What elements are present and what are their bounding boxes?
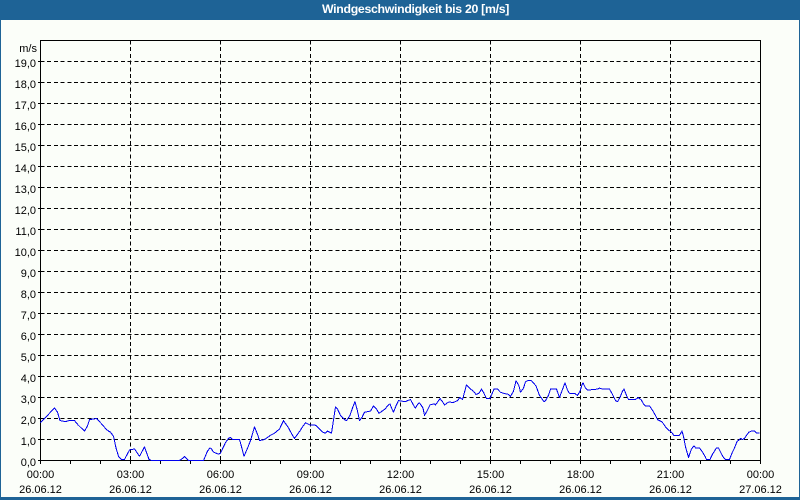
x-axis-date-label: 26.06.12 xyxy=(469,484,512,496)
y-axis-label: 10,0 xyxy=(15,247,36,259)
y-axis-label: 18,0 xyxy=(15,79,36,91)
y-axis-label: 5,0 xyxy=(21,352,36,364)
x-axis-time-label: 21:00 xyxy=(657,469,685,481)
title-bar: Windgeschwindigkeit bis 20 [m/s] xyxy=(0,0,800,20)
x-axis-time-label: 00:00 xyxy=(747,469,775,481)
x-axis-date-label: 26.06.12 xyxy=(559,484,602,496)
chart-title: Windgeschwindigkeit bis 20 [m/s] xyxy=(321,2,510,16)
y-axis-label: 7,0 xyxy=(21,310,36,322)
y-axis-label: 16,0 xyxy=(15,121,36,133)
y-axis-label: 14,0 xyxy=(15,163,36,175)
y-axis-label: 17,0 xyxy=(15,100,36,112)
series-layer xyxy=(40,380,760,461)
x-axis-time-label: 18:00 xyxy=(567,469,595,481)
y-axis-label: 4,0 xyxy=(21,373,36,385)
y-axis-label: 11,0 xyxy=(15,226,36,238)
y-axis-label: 2,0 xyxy=(21,415,36,427)
x-axis-date-label: 26.06.12 xyxy=(649,484,692,496)
x-axis-time-label: 03:00 xyxy=(117,469,145,481)
y-axis-label: 1,0 xyxy=(21,436,36,448)
wind-speed-series xyxy=(40,380,760,461)
y-axis-label: 0,0 xyxy=(21,457,36,469)
x-axis-time-label: 06:00 xyxy=(207,469,235,481)
y-axis-label: 8,0 xyxy=(21,289,36,301)
x-axis-date-label: 26.06.12 xyxy=(289,484,332,496)
x-axis-date-label: 26.06.12 xyxy=(19,484,62,496)
y-axis-label: 9,0 xyxy=(21,268,36,280)
y-axis-label: 3,0 xyxy=(21,394,36,406)
y-axis-label: 12,0 xyxy=(15,205,36,217)
x-axis-date-label: 26.06.12 xyxy=(379,484,422,496)
y-axis-label: 19,0 xyxy=(15,58,36,70)
grid-layer xyxy=(38,40,761,464)
y-axis-unit-label: m/s xyxy=(19,43,37,55)
y-axis-label: 6,0 xyxy=(21,331,36,343)
y-axis-label: 13,0 xyxy=(15,184,36,196)
y-axis-label: 15,0 xyxy=(15,142,36,154)
x-axis-time-label: 12:00 xyxy=(387,469,415,481)
x-axis-date-label: 26.06.12 xyxy=(199,484,242,496)
x-axis-time-label: 00:00 xyxy=(27,469,55,481)
plot-border xyxy=(40,40,761,461)
axis-labels-layer: 0,0 1,0 2,0 3,0 4,0 5,0 6,0 7,0 8,0 9,0 10,0 11,0 12… xyxy=(15,43,782,496)
x-axis-time-label: 15:00 xyxy=(477,469,505,481)
x-axis-date-label: 27.06.12 xyxy=(739,484,782,496)
x-axis-date-label: 26.06.12 xyxy=(109,484,152,496)
x-axis-time-label: 09:00 xyxy=(297,469,325,481)
